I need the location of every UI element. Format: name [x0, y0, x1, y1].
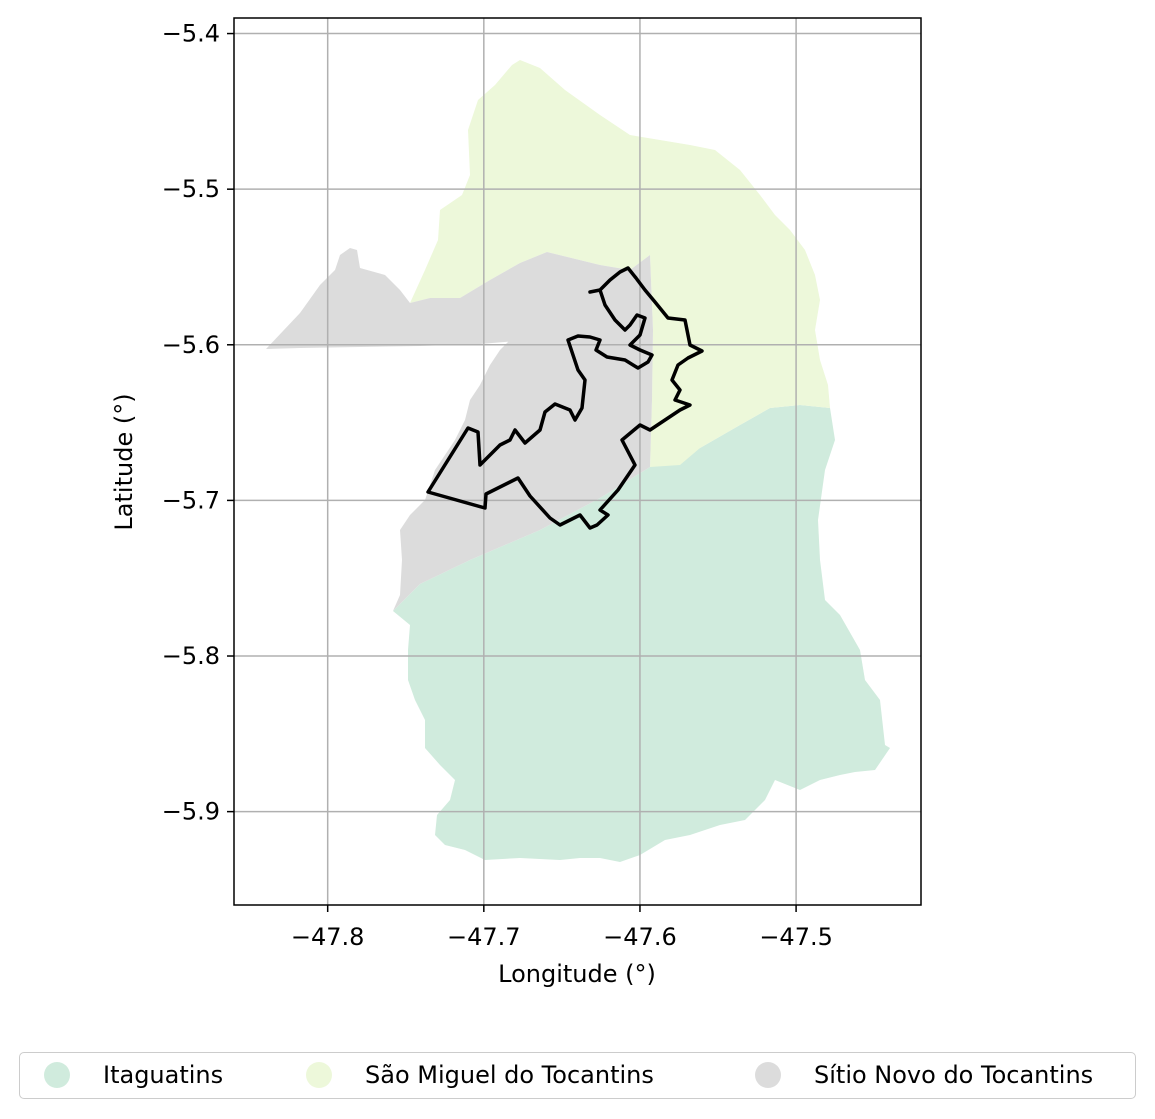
x-tick-label: −47.8: [291, 923, 365, 951]
map-figure: −47.8 −47.7 −47.6 −47.5 −5.4−5.5−5.6−5.7−5.…: [110, 17, 922, 988]
y-tick-label: −5.5: [162, 175, 220, 203]
region-sao-miguel-do-tocantins: [410, 60, 830, 467]
x-tick-label: −47.7: [447, 923, 521, 951]
axes-frame: [233, 17, 922, 906]
x-axis-ticks: −47.8 −47.7 −47.6 −47.5: [291, 905, 833, 951]
legend-label: São Miguel do Tocantins: [365, 1061, 654, 1089]
legend-item-itaguatins: Itaguatins: [44, 1053, 223, 1097]
legend-item-sao-miguel: São Miguel do Tocantins: [306, 1053, 654, 1097]
y-tick-label: −5.6: [162, 331, 220, 359]
legend: Itaguatins São Miguel do Tocantins Sítio…: [19, 1052, 1136, 1099]
x-axis-title: Longitude (°): [498, 960, 656, 988]
y-tick-label: −5.9: [162, 798, 220, 826]
y-axis-ticks: −5.4 −5.5 −5.6 −5.7 −5.8 −5.9: [162, 20, 234, 826]
y-tick-label: −5.7: [162, 486, 220, 514]
legend-item-sitio-novo: Sítio Novo do Tocantins: [755, 1053, 1093, 1097]
legend-swatch-itaguatins: [44, 1062, 70, 1088]
legend-swatch-sitio-novo: [755, 1062, 781, 1088]
y-tick-label: −5.8: [162, 642, 220, 670]
region-itaguatins: [393, 405, 890, 862]
y-tick-label: −5.4: [162, 20, 220, 48]
y-axis-title: Latitude (°): [110, 393, 138, 530]
x-tick-label: −47.5: [759, 923, 833, 951]
x-tick-label: −47.6: [603, 923, 677, 951]
legend-label: Itaguatins: [103, 1061, 224, 1089]
legend-swatch-sao-miguel: [306, 1062, 332, 1088]
area-outline: [426, 266, 704, 530]
legend-label: Sítio Novo do Tocantins: [814, 1061, 1094, 1089]
